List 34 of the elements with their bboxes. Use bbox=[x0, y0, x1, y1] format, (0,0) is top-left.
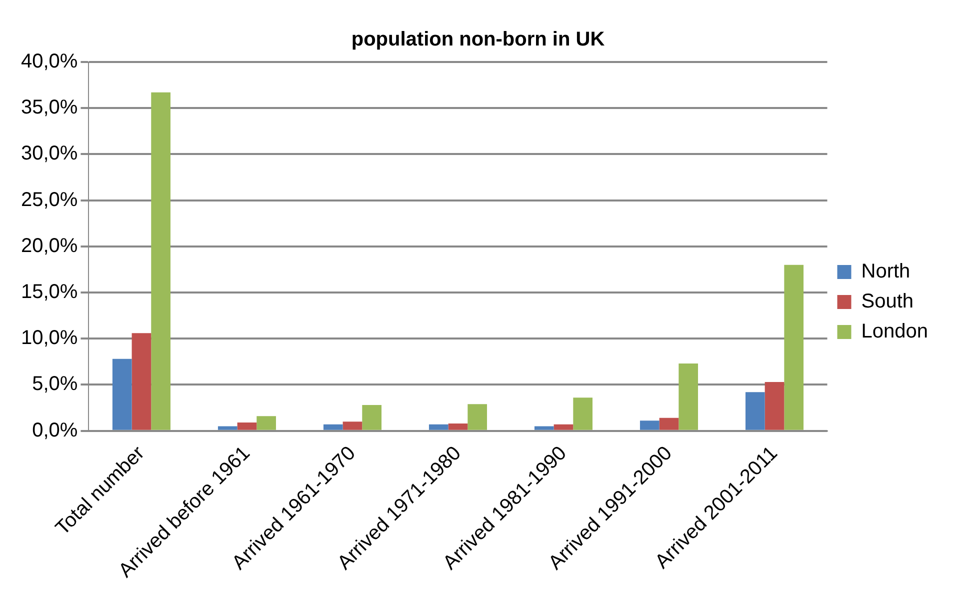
bar bbox=[237, 422, 257, 430]
bar bbox=[112, 358, 132, 430]
bar bbox=[554, 424, 574, 430]
y-tick-label: 40,0% bbox=[20, 50, 78, 73]
y-tick-label: 5,0% bbox=[32, 373, 78, 396]
bar bbox=[573, 398, 593, 430]
legend-label: London bbox=[861, 320, 928, 343]
bar bbox=[534, 426, 554, 430]
bar bbox=[764, 382, 784, 430]
bar bbox=[362, 405, 382, 430]
bar bbox=[132, 333, 152, 430]
bar bbox=[256, 416, 276, 430]
y-tick-label: 15,0% bbox=[20, 281, 78, 304]
bar bbox=[323, 424, 343, 430]
chart-title: population non-born in UK bbox=[351, 28, 606, 51]
bar bbox=[448, 423, 468, 430]
bar bbox=[745, 392, 765, 430]
bar bbox=[640, 420, 660, 430]
y-tick-label: 20,0% bbox=[20, 234, 78, 257]
y-tick-label: 0,0% bbox=[32, 419, 78, 442]
bar bbox=[468, 404, 487, 430]
bar bbox=[678, 364, 698, 430]
legend-label: North bbox=[861, 260, 910, 283]
bar bbox=[342, 422, 362, 430]
y-tick-label: 10,0% bbox=[20, 327, 78, 350]
bar bbox=[151, 92, 170, 430]
bar bbox=[659, 418, 679, 430]
bar bbox=[428, 424, 448, 430]
y-tick-label: 30,0% bbox=[20, 142, 78, 165]
y-tick-label: 25,0% bbox=[20, 188, 78, 211]
legend-label: South bbox=[861, 290, 914, 313]
bar bbox=[218, 426, 238, 430]
bar bbox=[784, 264, 804, 430]
y-tick-label: 35,0% bbox=[20, 96, 78, 119]
